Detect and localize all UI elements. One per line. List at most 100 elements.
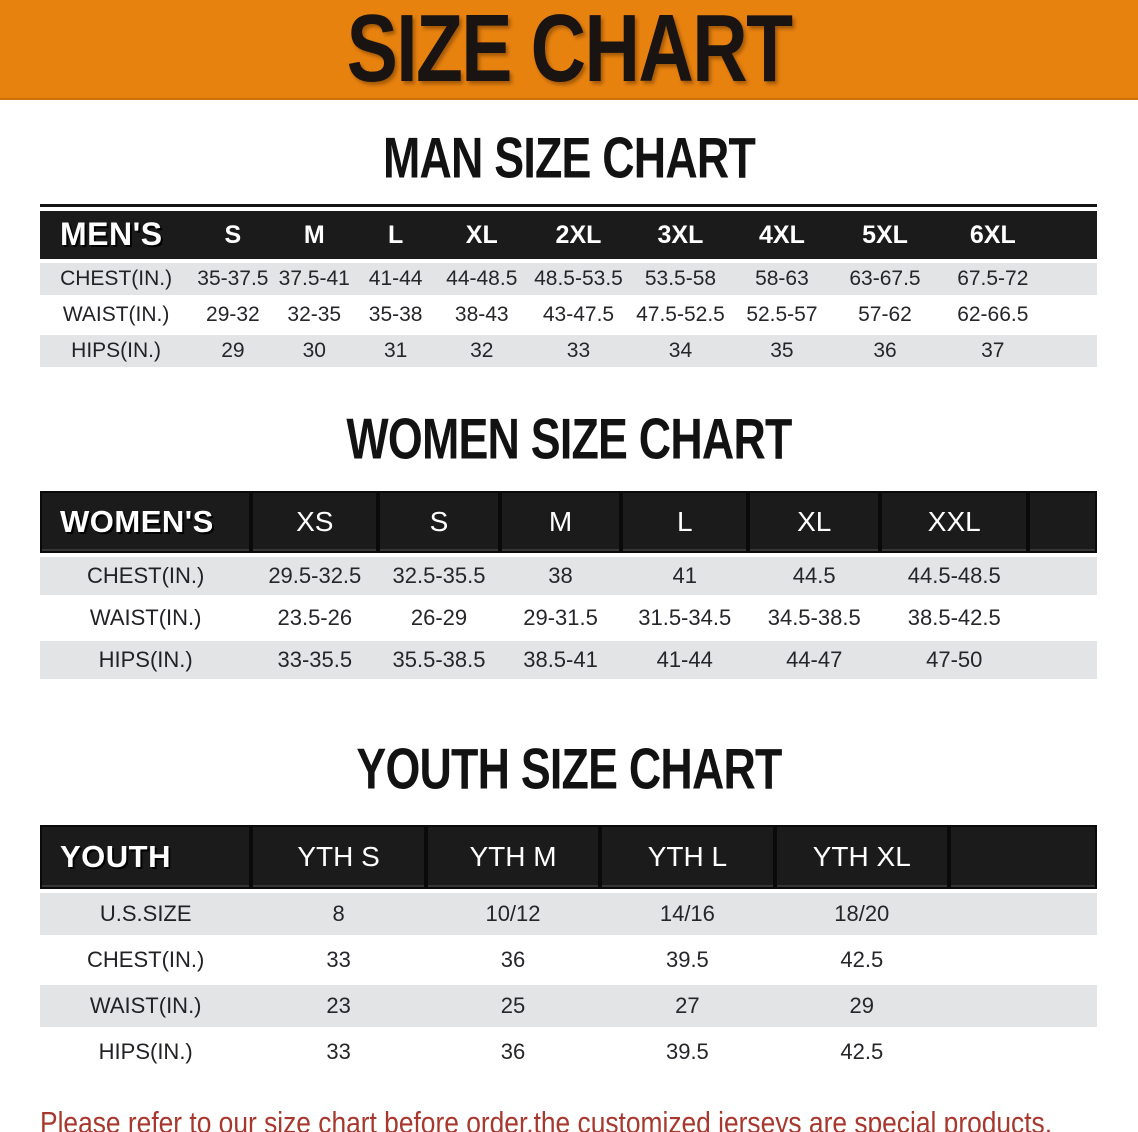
row-label: CHEST(IN.) (40, 557, 252, 595)
women-size-chart-heading: WOMEN SIZE CHART (346, 406, 792, 471)
table-row: HIPS(IN.) 33 36 39.5 42.5 (40, 1031, 1097, 1073)
data-cell: 44-48.5 (436, 263, 528, 295)
size-column-header: M (499, 491, 622, 553)
footer-disclaimer: Please refer to our size chart before or… (40, 1101, 1138, 1132)
row-filler-cell (948, 939, 1097, 981)
data-cell: 44.5 (748, 557, 881, 595)
data-cell: 27 (600, 985, 775, 1027)
header-filler-cell (948, 825, 1097, 889)
data-cell: 58-63 (731, 263, 833, 295)
row-filler-cell (948, 893, 1097, 935)
data-cell: 33 (251, 1031, 426, 1073)
table-row: WAIST(IN.) 23.5-26 26-29 29-31.5 31.5-34.5 34… (40, 599, 1097, 637)
table-header-row-group: WOMEN'S XS S M L XL XXL (40, 491, 1097, 553)
data-cell: 38-43 (436, 299, 528, 331)
table-row: CHEST(IN.) 35-37.5 37.5-41 41-44 44-48.5 48.5… (40, 263, 1097, 295)
data-cell: 38.5-42.5 (880, 599, 1029, 637)
size-column-header: M (273, 211, 355, 259)
data-cell: 31 (354, 335, 437, 367)
row-label: CHEST(IN.) (40, 939, 252, 981)
data-cell: 34 (629, 335, 732, 367)
data-cell: 33-35.5 (251, 641, 379, 679)
data-cell: 52.5-57 (731, 299, 833, 331)
table-body: CHEST(IN.) 29.5-32.5 32.5-35.5 38 41 44.5 44.5… (40, 557, 1097, 679)
table-header-row-group: YOUTH YTH S YTH M YTH L YTH XL (40, 825, 1097, 889)
size-column-header: YTH S (251, 825, 426, 889)
table-header-row: MEN'S S M L XL 2XL 3XL 4XL 5XL 6XL (40, 211, 1097, 259)
row-filler-cell (1048, 335, 1097, 367)
table-row: WAIST(IN.) 23 25 27 29 (40, 985, 1097, 1027)
size-column-header: YTH M (425, 825, 601, 889)
data-cell: 48.5-53.5 (527, 263, 630, 295)
data-cell: 29-31.5 (499, 599, 622, 637)
data-cell: 30 (273, 335, 355, 367)
data-cell: 41-44 (621, 641, 749, 679)
data-cell: 62-66.5 (937, 299, 1049, 331)
man-size-chart-heading: MAN SIZE CHART (382, 125, 756, 190)
data-cell: 35-37.5 (192, 263, 274, 295)
row-filler-cell (1048, 263, 1097, 295)
table-header-row: YOUTH YTH S YTH M YTH L YTH XL (40, 825, 1097, 889)
data-cell: 37 (937, 335, 1049, 367)
data-cell: 67.5-72 (937, 263, 1049, 295)
size-column-header: XXL (880, 491, 1029, 553)
size-column-header: 5XL (832, 211, 938, 259)
data-cell: 32-35 (273, 299, 355, 331)
womens-table-wrap: WOMEN'S XS S M L XL XXL CHEST(IN.) 29.5-32.5 32.5… (40, 487, 1097, 683)
row-filler-cell (1028, 557, 1097, 595)
data-cell: 25 (425, 985, 601, 1027)
data-cell: 47-50 (880, 641, 1029, 679)
header-filler-cell (1028, 491, 1097, 553)
data-cell: 23 (251, 985, 426, 1027)
size-column-header: 2XL (527, 211, 630, 259)
data-cell: 35.5-38.5 (378, 641, 500, 679)
data-cell: 36 (425, 939, 601, 981)
data-cell: 8 (251, 893, 426, 935)
table-row: WAIST(IN.) 29-32 32-35 35-38 38-43 43-47.5 47.… (40, 299, 1097, 331)
row-filler-cell (1028, 599, 1097, 637)
table-body: U.S.SIZE 8 10/12 14/16 18/20 CHEST(IN.) 33 36 39… (40, 893, 1097, 1073)
data-cell: 57-62 (832, 299, 938, 331)
data-cell: 42.5 (774, 1031, 949, 1073)
data-cell: 29 (192, 335, 274, 367)
data-cell: 43-47.5 (527, 299, 630, 331)
data-cell: 39.5 (600, 1031, 775, 1073)
table-corner-label: MEN'S (40, 211, 193, 259)
data-cell: 34.5-38.5 (748, 599, 881, 637)
data-cell: 41 (621, 557, 749, 595)
row-filler-cell (1048, 299, 1097, 331)
data-cell: 42.5 (774, 939, 949, 981)
table-header-row-group: MEN'S S M L XL 2XL 3XL 4XL 5XL 6XL (40, 211, 1097, 259)
data-cell: 53.5-58 (629, 263, 732, 295)
size-chart-banner: SIZE CHART (0, 0, 1138, 100)
row-label: HIPS(IN.) (40, 641, 252, 679)
data-cell: 39.5 (600, 939, 775, 981)
table-row: CHEST(IN.) 29.5-32.5 32.5-35.5 38 41 44.5 44.5… (40, 557, 1097, 595)
data-cell: 14/16 (600, 893, 775, 935)
youth-size-table: YOUTH YTH S YTH M YTH L YTH XL U.S.SIZE 8 10/12… (40, 821, 1097, 1077)
size-column-header: L (354, 211, 437, 259)
data-cell: 29.5-32.5 (251, 557, 379, 595)
header-filler-cell (1048, 211, 1097, 259)
footer-disclaimer-line-1: Please refer to our size chart before or… (40, 1105, 1053, 1132)
row-label: WAIST(IN.) (40, 599, 252, 637)
row-label: WAIST(IN.) (40, 299, 193, 331)
size-column-header: XL (436, 211, 528, 259)
mens-table-wrap: MEN'S S M L XL 2XL 3XL 4XL 5XL 6XL CHEST(IN.) 35-37… (40, 207, 1097, 371)
data-cell: 36 (832, 335, 938, 367)
row-label: HIPS(IN.) (40, 335, 193, 367)
data-cell: 33 (251, 939, 426, 981)
data-cell: 38 (499, 557, 622, 595)
mens-size-table: MEN'S S M L XL 2XL 3XL 4XL 5XL 6XL CHEST(IN.) 35-37… (40, 207, 1097, 371)
data-cell: 35 (731, 335, 833, 367)
data-cell: 47.5-52.5 (629, 299, 732, 331)
data-cell: 35-38 (354, 299, 437, 331)
table-corner-label: YOUTH (40, 825, 252, 889)
size-column-header: 4XL (731, 211, 833, 259)
row-filler-cell (948, 1031, 1097, 1073)
data-cell: 44.5-48.5 (880, 557, 1029, 595)
size-column-header: 6XL (937, 211, 1049, 259)
table-row: U.S.SIZE 8 10/12 14/16 18/20 (40, 893, 1097, 935)
data-cell: 32.5-35.5 (378, 557, 500, 595)
